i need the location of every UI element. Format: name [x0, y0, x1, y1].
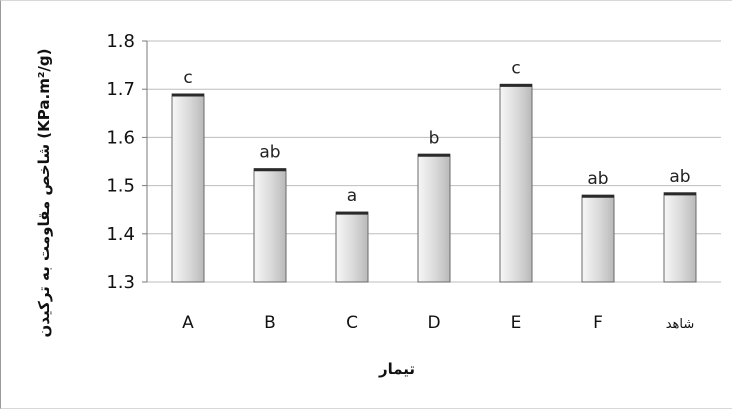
y-tick-label: 1.7	[106, 79, 135, 100]
data-label: ab	[259, 143, 280, 163]
x-tick-label: A	[182, 313, 194, 333]
data-label: b	[429, 128, 440, 148]
x-tick-label: F	[593, 313, 603, 333]
bar-5	[499, 83, 533, 283]
data-label: c	[511, 58, 520, 78]
bars	[171, 83, 697, 283]
y-tick-label: 1.4	[106, 224, 135, 245]
data-label: a	[347, 186, 357, 206]
x-tick-label: E	[511, 313, 522, 333]
data-label: c	[183, 68, 192, 88]
x-tick-label: C	[346, 313, 358, 333]
y-tick-label: 1.8	[106, 31, 135, 52]
data-label: ab	[587, 169, 608, 189]
y-tick-label: 1.5	[106, 176, 135, 197]
x-tick-label: B	[264, 313, 276, 333]
y-axis-title: شاخص مقاومت به ترکیدن (KPa.m²/g)	[35, 49, 53, 338]
bar-6	[581, 194, 615, 283]
bar-4	[417, 153, 451, 283]
y-tick-label: 1.6	[106, 127, 135, 148]
axes: 1.3 1.4 1.5 1.6 1.7 1.8 A B C D E F شاهد	[106, 31, 694, 333]
bar-7	[663, 192, 697, 283]
x-axis-title: تیمار	[378, 360, 415, 378]
bar-1	[171, 93, 205, 283]
x-tick-label: D	[427, 313, 440, 333]
data-label: ab	[669, 167, 690, 187]
x-tick-label: شاهد	[666, 317, 695, 332]
bar-2	[253, 168, 287, 283]
bar-3	[335, 211, 369, 283]
y-tick-label: 1.3	[106, 272, 135, 293]
